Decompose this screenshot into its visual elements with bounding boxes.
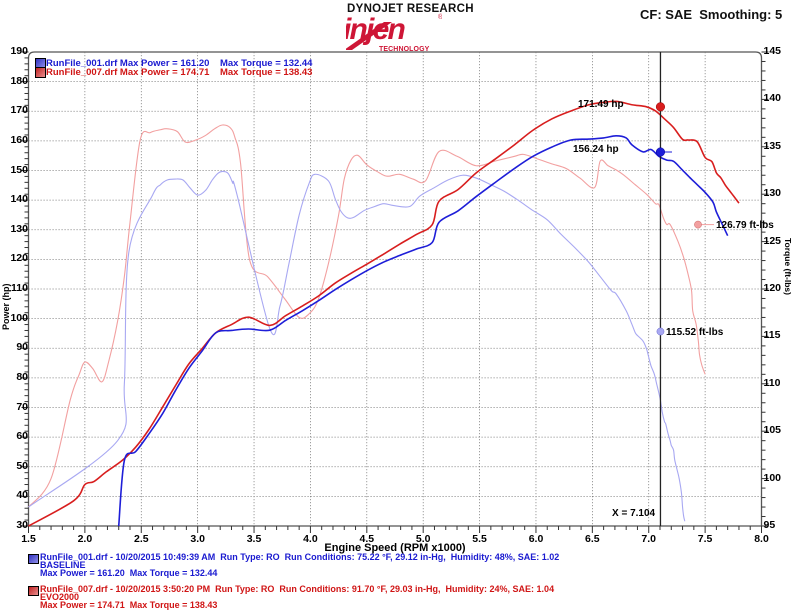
svg-text:TECHNOLOGY: TECHNOLOGY [379,46,430,52]
svg-text:®: ® [438,13,442,21]
